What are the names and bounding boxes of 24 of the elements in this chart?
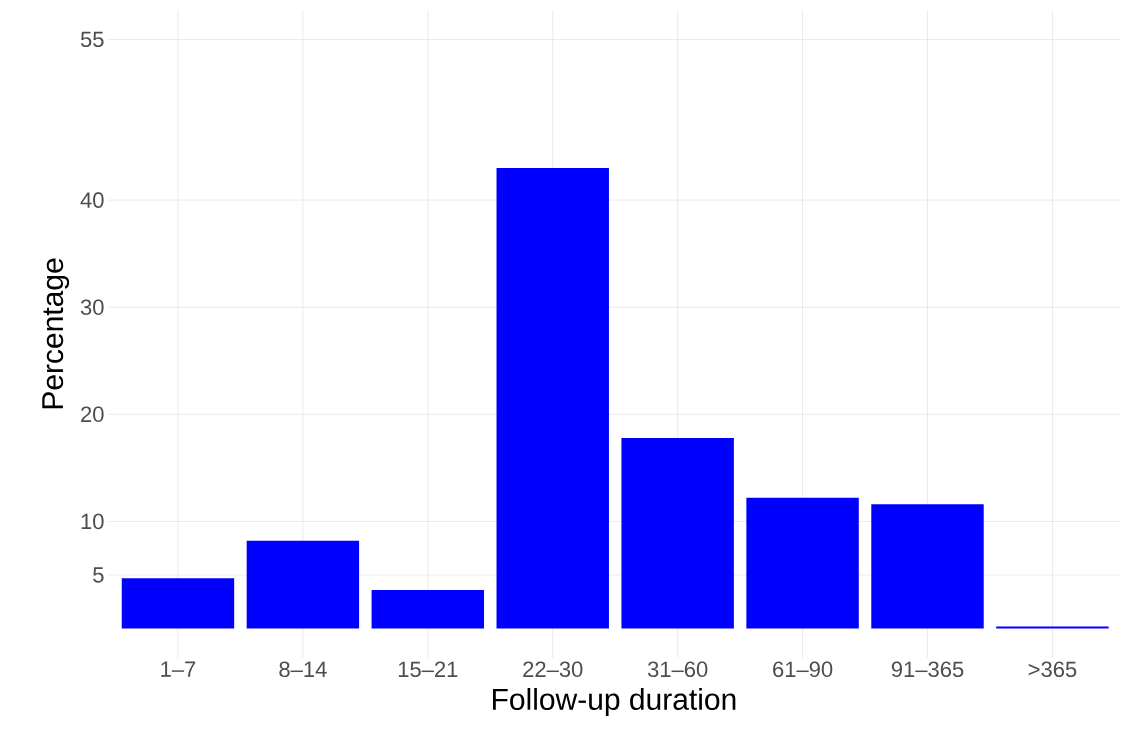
x-tick-label: 31–60 bbox=[647, 661, 708, 678]
bar bbox=[871, 504, 984, 629]
y-axis-title: Percentage bbox=[42, 258, 70, 409]
y-tick-label: 5 bbox=[93, 567, 104, 583]
x-tick-label: 15–21 bbox=[398, 661, 458, 678]
x-axis-title: Follow-up duration bbox=[493, 687, 736, 716]
x-tick-label: 61–90 bbox=[773, 661, 833, 678]
x-tick-label: >365 bbox=[1028, 661, 1077, 678]
y-tick-label: 55 bbox=[80, 31, 104, 48]
y-tick-label: 40 bbox=[80, 192, 104, 208]
x-tick-label: 22–30 bbox=[523, 661, 583, 678]
bar bbox=[371, 589, 485, 629]
y-tick-label: 20 bbox=[81, 406, 104, 423]
bar bbox=[746, 497, 859, 629]
y-tick-label: 30 bbox=[80, 299, 104, 315]
bar bbox=[121, 578, 235, 629]
bar bbox=[621, 437, 734, 629]
bar bbox=[996, 626, 1109, 629]
x-tick-label: 91–365 bbox=[891, 661, 964, 678]
x-tick-label: 8–14 bbox=[279, 661, 327, 678]
bar bbox=[496, 167, 609, 629]
bar bbox=[246, 540, 360, 629]
y-tick-label: 10 bbox=[81, 513, 104, 530]
x-tick-label: 1–7 bbox=[161, 661, 196, 677]
